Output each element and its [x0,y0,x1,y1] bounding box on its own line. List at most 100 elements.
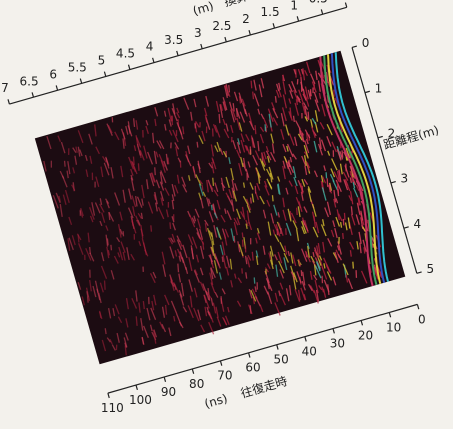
radar-streak [171,216,175,223]
radar-streak [257,140,260,152]
radar-streak [174,250,178,257]
radar-streak [208,162,213,169]
radar-streak [321,104,326,117]
radar-streak [360,210,364,221]
radar-streak [154,191,158,205]
radar-streak [345,163,347,172]
radar-streak [155,151,159,158]
radar-streak [141,336,145,346]
radar-streak [232,103,235,112]
radar-streak [367,219,371,232]
radar-streak [128,188,132,200]
radar-streak [283,155,288,163]
radar-streak [140,318,144,331]
radar-streak [79,149,83,157]
radar-streak [291,81,297,94]
radar-streak [349,165,356,179]
radar-streak [103,162,110,176]
radar-streak [325,172,328,179]
radar-streak [294,185,299,195]
radar-streak [301,113,303,119]
depth-axis-unit: (m) [191,0,215,18]
time-axis-label: 往復走時 [239,373,289,401]
radar-streak [131,217,134,226]
radar-streak [163,110,167,117]
radar-streak [320,175,324,183]
radar-streak [356,241,359,250]
radar-streak [182,244,188,259]
radar-streak [117,223,122,238]
radar-streak [132,206,136,217]
radar-streak [175,130,178,137]
radar-streak [242,157,246,168]
radar-streak [172,222,177,231]
radar-streak [331,158,338,171]
radar-streak [317,242,321,255]
radar-streak [164,304,168,315]
radar-streak [279,241,286,253]
radar-streak [305,138,309,145]
radar-streak [264,267,269,273]
radar-streak [147,151,154,165]
radar-streak [174,142,180,150]
radar-streak [106,238,109,246]
radar-streak [130,168,134,176]
radar-streak [117,316,123,324]
radar-streak [300,85,303,92]
radar-streak [231,108,237,121]
radar-streak [215,256,221,269]
radar-streak [336,149,342,161]
radar-streak [316,245,320,258]
tick [304,336,307,342]
radar-streak [259,195,265,205]
radar-streak [313,249,320,259]
radar-streak [267,221,272,236]
radar-streak [238,122,243,132]
radar-streak [336,170,341,183]
radar-streak [308,283,313,292]
radar-streak [142,266,144,272]
radar-streak [312,251,315,258]
radar-streak [95,176,100,188]
radar-streak [245,198,252,211]
radar-streak [155,202,158,212]
radar-streak [313,170,318,178]
radar-streak [262,209,267,219]
radar-streak [210,144,214,157]
radar-streak [84,154,88,162]
radar-streak [286,163,292,175]
radar-streak [234,273,237,279]
radar-streak [285,228,287,235]
radar-streak [301,155,307,167]
radar-streak [183,97,190,110]
radar-streak [171,183,176,197]
radar-streak [292,254,297,267]
radar-streak [311,126,316,138]
radar-streak [350,214,356,226]
radar-streak [331,141,337,153]
radar-streak [288,98,292,104]
radar-streak [282,160,286,169]
radar-streak [202,283,208,296]
radar-streak [118,246,124,261]
radar-streak [164,123,167,131]
radar-streak [105,234,109,247]
radar-streak [138,302,141,313]
radar-streak [296,207,298,216]
radar-streak [204,219,209,227]
radar-streak [215,306,219,318]
radar-streak [312,226,319,238]
radar-streak [66,170,69,179]
radar-streak [89,269,91,278]
radar-streak [321,187,327,201]
radar-streak [140,212,143,220]
radar-streak [162,264,167,277]
radar-streak [336,245,340,251]
radar-streak [309,270,313,280]
radar-streak [115,344,118,351]
radar-streak [288,180,293,187]
tick [360,320,364,326]
radar-streak [169,222,172,229]
radar-streak [58,195,61,203]
tick [107,392,110,399]
